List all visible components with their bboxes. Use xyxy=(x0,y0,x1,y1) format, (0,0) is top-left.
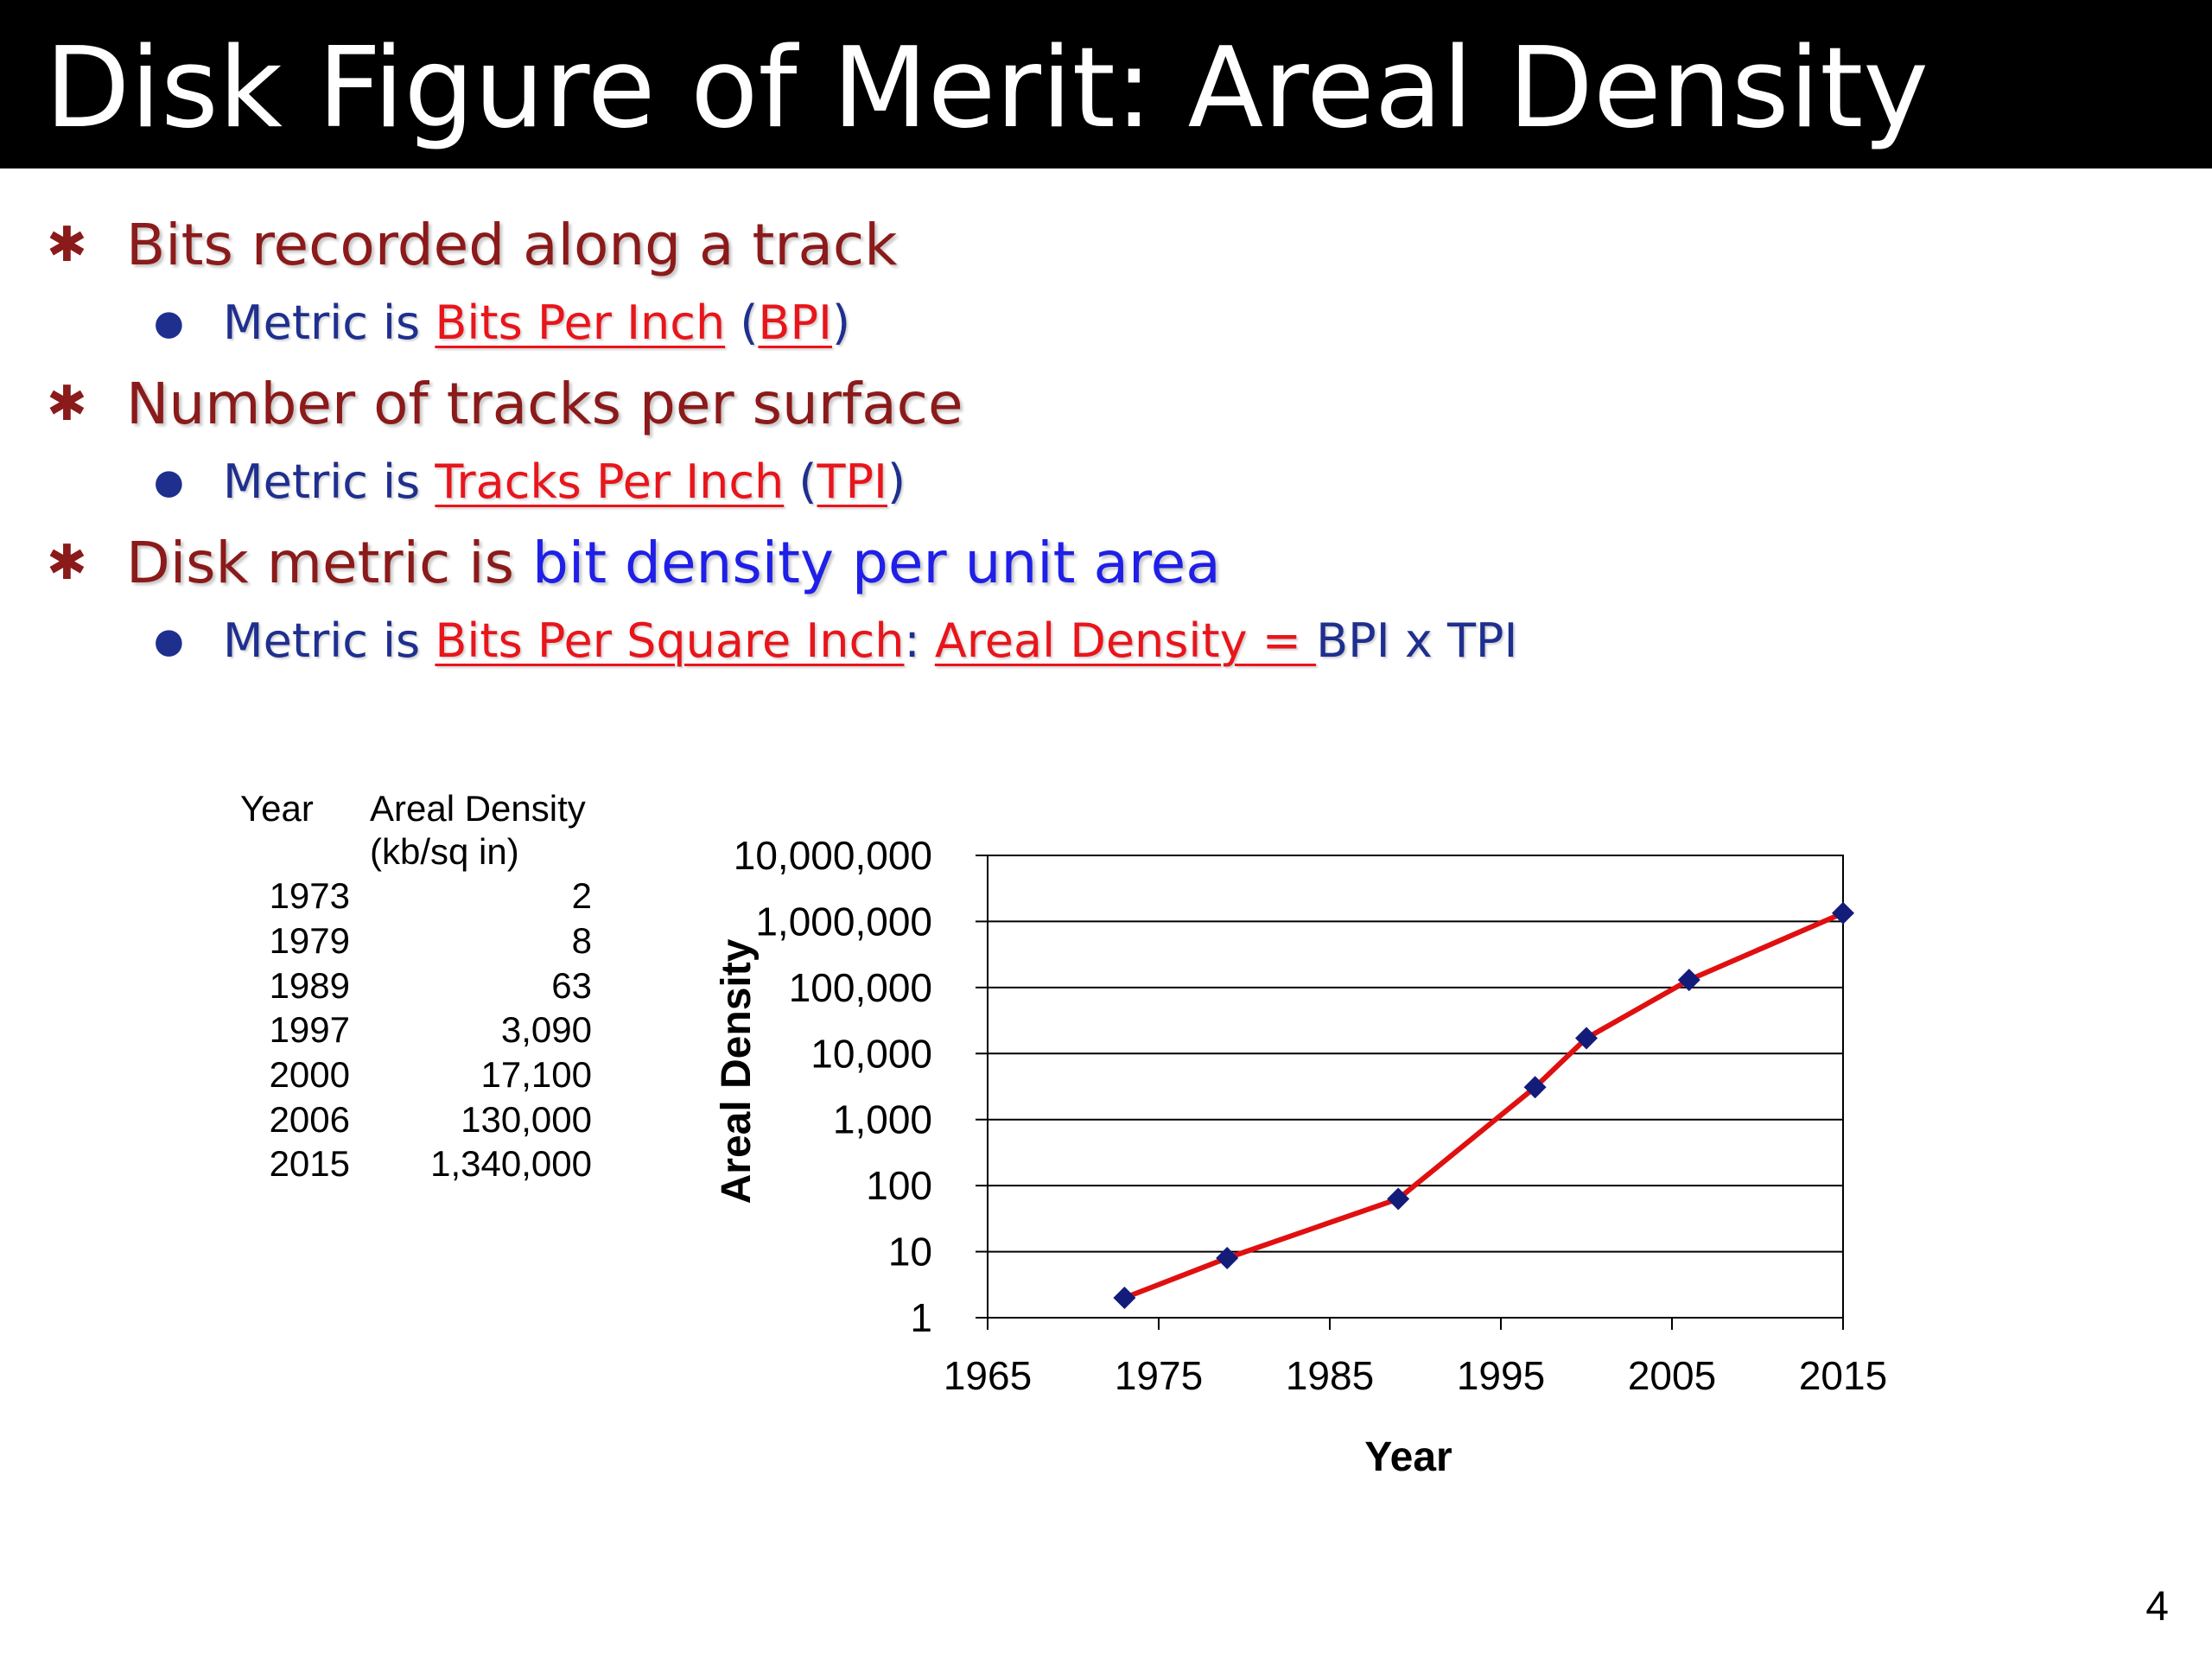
dot-bullet-icon: ● xyxy=(154,462,184,502)
x-tick-label: 2005 xyxy=(1628,1353,1716,1398)
y-tick-label: 1 xyxy=(910,1295,932,1340)
x-tick-label: 2015 xyxy=(1799,1353,1887,1398)
table-row-year: 1973 xyxy=(269,875,350,916)
table-row-year: 1989 xyxy=(269,965,350,1006)
y-tick-label: 1,000,000 xyxy=(755,899,932,944)
bullet-3: Disk metric is bit density per unit area xyxy=(126,530,1221,596)
y-tick-label: 100,000 xyxy=(789,965,932,1010)
slide-title: Disk Figure of Merit: Areal Density xyxy=(45,24,1929,153)
x-axis-label: Year xyxy=(1364,1434,1452,1480)
y-axis-ticks: 1 10 100 1,000 10,000 100,000 1,000,000 10,000,… xyxy=(734,833,988,1340)
table-row-year: 2006 xyxy=(269,1099,350,1140)
title-bar: Disk Figure of Merit: Areal Density xyxy=(0,0,2212,168)
x-tick-label: 1995 xyxy=(1457,1353,1545,1398)
x-tick-label: 1985 xyxy=(1286,1353,1374,1398)
areal-density-chart: 1 10 100 1,000 10,000 100,000 1,000,000 10,000,… xyxy=(714,833,1887,1480)
data-point-marker xyxy=(1216,1246,1239,1269)
table-row-value: 8 xyxy=(571,920,592,961)
gridlines xyxy=(988,920,1843,1253)
data-point-marker xyxy=(1387,1187,1410,1211)
data-point-marker xyxy=(1575,1027,1598,1050)
table-row-value: 2 xyxy=(571,875,592,916)
data-point-marker xyxy=(1113,1286,1136,1309)
asterisk-bullet-icon: ✱ xyxy=(47,535,87,591)
x-tick-label: 1965 xyxy=(944,1353,1032,1398)
table-row-year: 1979 xyxy=(269,920,350,961)
areal-density-link[interactable]: Areal Density xyxy=(934,613,1248,668)
data-point-marker xyxy=(1832,901,1854,925)
data-table: Year Areal Density (kb/sq in) 1973 2 197… xyxy=(0,0,657,1210)
dot-bullet-icon: ● xyxy=(154,303,184,343)
y-tick-label: 100 xyxy=(866,1163,932,1208)
data-point-marker xyxy=(1523,1076,1547,1099)
page-number: 4 xyxy=(2145,1584,2169,1630)
table-row-year: 1997 xyxy=(269,1009,350,1050)
tracks-per-inch-link[interactable]: Tracks Per Inch xyxy=(435,454,785,509)
x-axis-ticks: 1965 1975 1985 1995 2005 2015 xyxy=(944,1318,1887,1398)
y-tick-label: 1,000 xyxy=(833,1097,932,1142)
bits-per-square-inch-link[interactable]: Bits Per Square Inch xyxy=(435,613,905,668)
data-point-marker xyxy=(1677,969,1700,992)
table-row-value: 1,340,000 xyxy=(430,1143,592,1184)
y-axis-label: Areal Density xyxy=(714,938,760,1204)
sub-bullet-1: Metric is Bits Per Inch (BPI) xyxy=(223,296,851,350)
table-row-value: 3,090 xyxy=(500,1009,592,1050)
bullet-2: Number of tracks per surface xyxy=(126,371,963,437)
tpi-link[interactable]: TPI xyxy=(817,454,887,509)
table-header-unit: (kb/sq in) xyxy=(370,831,519,872)
bpi-link[interactable]: BPI xyxy=(758,296,832,350)
data-points xyxy=(1113,901,1854,1309)
table-row-year: 2000 xyxy=(269,1054,350,1095)
table-header-density: Areal Density xyxy=(370,788,586,829)
y-tick-label: 10,000 xyxy=(810,1031,932,1076)
bullet-1: Bits recorded along a track xyxy=(126,212,898,278)
sub-bullet-3: Metric is Bits Per Square Inch: Areal De… xyxy=(223,613,1518,668)
asterisk-bullet-icon: ✱ xyxy=(47,376,87,432)
table-row-value: 63 xyxy=(551,965,592,1006)
series-line xyxy=(1123,910,1845,1300)
plot-frame xyxy=(987,855,1844,1319)
table-header-year: Year xyxy=(240,788,314,829)
table-row-value: 130,000 xyxy=(461,1099,592,1140)
bullet-list: ✱ Bits recorded along a track ● Metric i… xyxy=(0,0,2212,691)
dot-bullet-icon: ● xyxy=(154,621,184,661)
y-tick-label: 10,000,000 xyxy=(734,833,932,878)
bits-per-inch-link[interactable]: Bits Per Inch xyxy=(435,296,726,350)
table-row-value: 17,100 xyxy=(480,1054,592,1095)
asterisk-bullet-icon: ✱ xyxy=(47,217,87,273)
y-tick-label: 10 xyxy=(888,1230,932,1274)
x-tick-label: 1975 xyxy=(1115,1353,1203,1398)
table-row-year: 2015 xyxy=(269,1143,350,1184)
sub-bullet-2: Metric is Tracks Per Inch (TPI) xyxy=(223,454,906,509)
